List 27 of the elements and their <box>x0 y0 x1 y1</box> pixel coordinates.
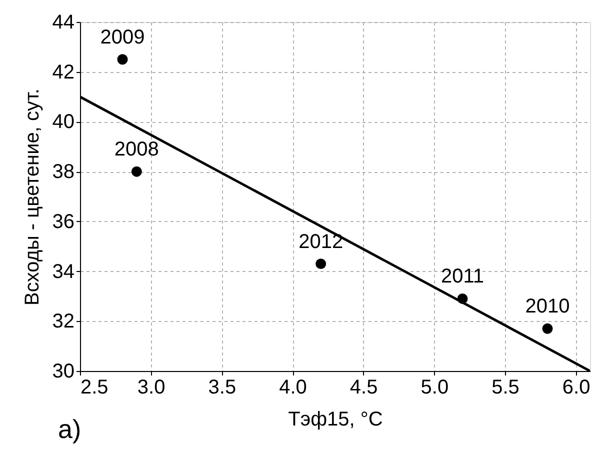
y-tick-label: 38 <box>52 161 74 184</box>
y-tick-label: 44 <box>52 12 74 34</box>
y-axis-title: Всходы - цветение, сут. <box>21 88 44 306</box>
point <box>542 323 553 334</box>
y-tick-label: 36 <box>52 210 74 233</box>
x-tick-label: 5.0 <box>420 376 449 398</box>
point <box>316 258 326 270</box>
y-tick-label: 40 <box>52 111 74 134</box>
x-tick-label: 2.5 <box>80 376 108 398</box>
y-tick-label: 30 <box>52 360 74 382</box>
x-tick-label: 6.0 <box>562 376 590 398</box>
x-tick-label: 5.5 <box>492 376 520 398</box>
y-tick-label: 42 <box>52 61 74 84</box>
point <box>131 166 142 177</box>
x-tick-label: 3.5 <box>208 376 236 398</box>
y-tick-label: 32 <box>52 310 74 333</box>
x-tick-label: 4.0 <box>279 376 307 398</box>
y-tick-label: 34 <box>52 260 74 283</box>
point <box>117 54 128 65</box>
x-tick-label: 3.0 <box>137 376 166 398</box>
annotation: 2009 <box>100 26 145 48</box>
annotation: 2010 <box>525 296 570 318</box>
x-axis-title: Tэф15, °C <box>288 408 383 430</box>
text: a) <box>58 414 82 444</box>
annotation: 2011 <box>440 266 484 288</box>
x-tick-label: 4.5 <box>350 376 378 398</box>
annotation: 2008 <box>114 138 159 161</box>
